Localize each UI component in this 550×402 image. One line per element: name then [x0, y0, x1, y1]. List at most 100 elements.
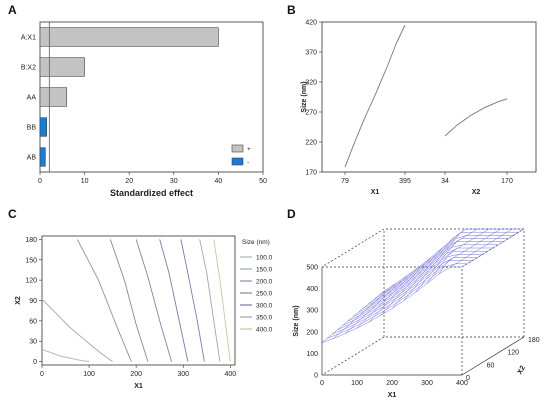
category-label: BB [27, 125, 37, 132]
x-tick-label: 400 [224, 371, 236, 378]
bar-ax1 [39, 27, 219, 47]
panel-letter-b: B [287, 3, 296, 17]
y-tick-label: 30 [29, 339, 37, 346]
bar-bb [39, 117, 47, 137]
x-tick-label: 0 [40, 371, 44, 378]
legend-label: 400.0 [256, 327, 273, 334]
surface-mesh-line [332, 260, 473, 335]
x-tick-label: 34 [441, 178, 449, 185]
x-tick-label: 100 [351, 380, 363, 387]
box-edge [321, 336, 385, 376]
contour-line [109, 239, 149, 362]
contour-line [213, 239, 231, 362]
x-tick-label: 300 [421, 380, 433, 387]
x-tick-label: 170 [501, 178, 513, 185]
z-tick-label: 500 [306, 265, 318, 272]
x-axis-label: X1 [371, 189, 380, 196]
z-tick-label: 200 [306, 329, 318, 336]
contour-line [199, 239, 221, 362]
contour-line [76, 239, 132, 362]
y-axis-label: X2 [517, 365, 527, 376]
surface-mesh-line [368, 238, 509, 305]
category-label: AA [27, 95, 37, 102]
contour-line [135, 239, 172, 362]
x-tick-label: 40 [215, 178, 223, 185]
x-tick-label: 0 [38, 178, 42, 185]
bar-bx2 [39, 57, 85, 77]
surface-mesh-line [403, 228, 466, 301]
x-tick-label: 10 [81, 178, 89, 185]
surface-mesh-line [321, 266, 462, 343]
x-axis-label: X1 [388, 392, 397, 399]
pareto-chart: A:X1 B:X2 AA BB AB 0 10 20 30 40 50 Standardized ef… [21, 21, 267, 198]
y-axis-label: X2 [15, 296, 22, 305]
legend-label: 350.0 [256, 315, 273, 322]
y-tick-label: 370 [305, 50, 317, 57]
y-tick-label: 180 [25, 237, 37, 244]
x-axis-label: X1 [134, 383, 143, 390]
x-axis-label: X2 [472, 189, 481, 196]
legend-swatch [231, 144, 244, 153]
legend-label: 300.0 [256, 303, 273, 310]
z-tick-label: 0 [314, 373, 318, 380]
y-tick-label: 220 [305, 140, 317, 147]
panel-letter-d: D [287, 207, 296, 221]
plot-frame [321, 21, 537, 173]
surface-mesh-line [347, 250, 488, 322]
x-tick-label: 300 [177, 371, 189, 378]
category-label: B:X2 [21, 65, 36, 72]
x-axis-label: Standardized effect [110, 188, 193, 198]
x-tick-label: 400 [456, 380, 468, 387]
x-tick-label: 50 [259, 178, 267, 185]
x-tick-label: 200 [386, 380, 398, 387]
y-tick-label: 0 [33, 359, 37, 366]
y-tick-label: 320 [305, 80, 317, 87]
x-tick-label: 200 [130, 371, 142, 378]
y-tick-label: 150 [25, 257, 37, 264]
legend-swatch [231, 157, 244, 166]
surface-mesh-line [383, 228, 524, 292]
y-tick-label: 170 [305, 170, 317, 177]
surface-mesh-line [450, 228, 513, 268]
x-tick-label: 30 [170, 178, 178, 185]
z-axis-label: Size (nm) [293, 305, 300, 336]
plot-frame [39, 21, 264, 173]
contour-chart: 0 100 200 300 400 0 30 60 90 120 150 180 X1 X2 Size (n… [15, 235, 273, 390]
x-tick-label: 395 [399, 178, 411, 185]
surface-mesh-line [461, 228, 525, 268]
effect-line-x2 [444, 98, 508, 137]
category-label: AB [27, 155, 37, 162]
x-tick-label: 20 [125, 178, 133, 185]
contour-line [159, 239, 189, 362]
y-tick-label: 90 [29, 298, 37, 305]
y-tick-label: 120 [25, 278, 37, 285]
surface-mesh-line [378, 231, 519, 296]
legend-label: 250.0 [256, 291, 273, 298]
box-edge [461, 336, 525, 376]
y-tick-label: 180 [528, 337, 540, 344]
contour-line [180, 239, 205, 362]
panel-letter-a: A [8, 3, 17, 17]
plot-frame [41, 235, 236, 366]
box-edge [321, 228, 385, 268]
surface-mesh-line [337, 257, 478, 330]
contour-line [41, 348, 90, 363]
legend-label: 150.0 [256, 267, 273, 274]
y-tick-label: 60 [487, 362, 495, 369]
category-label: A:X1 [21, 35, 36, 42]
legend-label: 100.0 [256, 255, 273, 262]
main-effects-chart: 170 220 270 320 370 420 Size (nm) 79 395 X1 34 170 X… [301, 20, 537, 196]
z-tick-label: 100 [306, 351, 318, 358]
legend-label: - [247, 159, 249, 166]
surface-chart: 0 100 200 300 4000601201800100200300400500X1… [293, 228, 540, 399]
legend-label: + [247, 146, 251, 153]
contour-line [41, 298, 113, 362]
legend-label: 200.0 [256, 279, 273, 286]
legend-title: Size (nm) [242, 239, 270, 246]
panel-letter-c: C [8, 207, 17, 221]
surface-mesh-line [373, 235, 514, 300]
y-tick-label: 270 [305, 110, 317, 117]
y-tick-label: 0 [466, 375, 470, 382]
x-tick-label: 79 [341, 178, 349, 185]
